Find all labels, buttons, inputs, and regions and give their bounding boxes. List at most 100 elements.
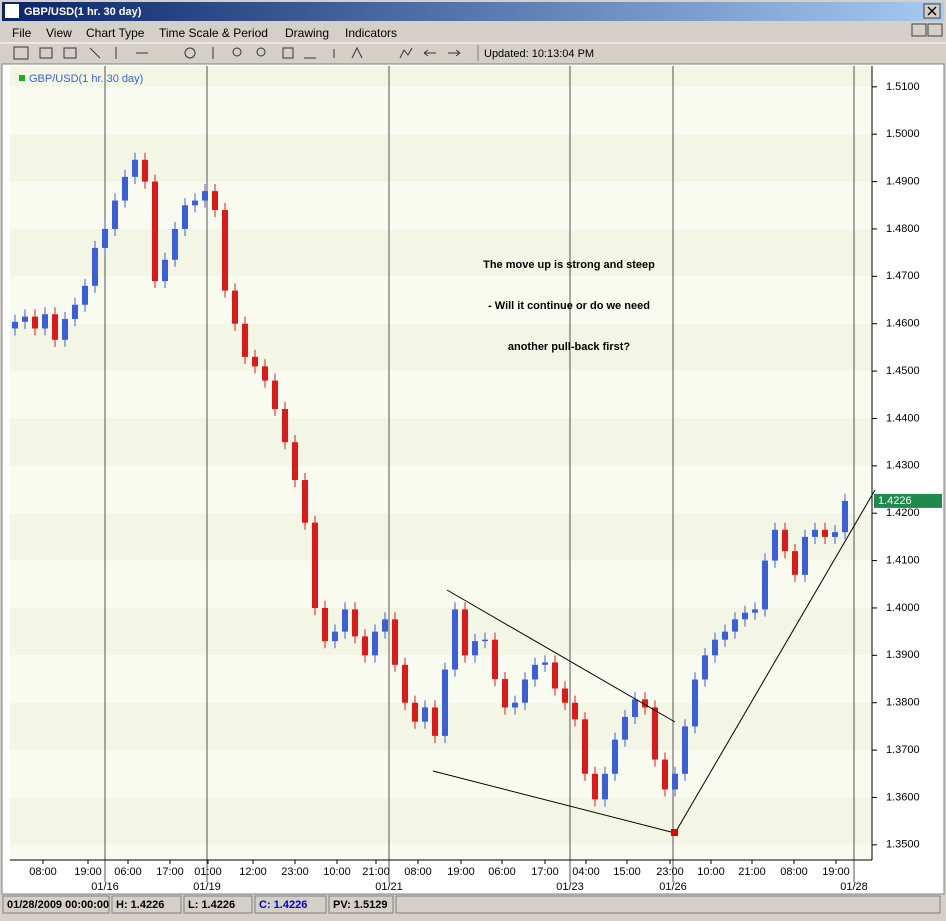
tool-icon[interactable] [448,49,461,57]
candle-body [542,662,548,665]
price-band [10,750,872,798]
y-tick-label: 1.4400 [886,412,920,424]
candle-body [572,702,578,720]
date-label: 01/23 [556,881,584,893]
candle-body [92,247,98,286]
candle-body [792,551,798,575]
x-tick-label: 06:00 [114,866,142,878]
tool-icon[interactable] [282,47,294,59]
x-tick-label: 04:00 [572,866,600,878]
candle-body [282,408,288,443]
candle-body [502,679,508,708]
y-tick-label: 1.3800 [886,697,920,709]
y-tick-label: 1.4500 [886,365,920,377]
y-tick-label: 1.3700 [886,744,920,756]
annotation: - Will it continue or do we need [488,300,650,312]
tool-icon[interactable] [13,46,29,60]
candle-body [662,759,668,790]
tool-icon[interactable] [423,49,436,57]
candle-body [392,619,398,665]
menu-item[interactable]: Chart Type [86,26,145,40]
x-tick-label: 15:00 [613,866,641,878]
menu-bar: File View Chart Type Time Scale & Period Dra… [12,26,397,40]
x-tick-label: 19:00 [447,866,475,878]
price-band [10,465,872,514]
candle-body [222,210,228,291]
y-tick-label: 1.4600 [886,318,920,330]
tool-icon[interactable] [89,47,101,59]
y-tick-label: 1.3600 [886,791,920,803]
tool-icon[interactable] [351,46,363,59]
x-tick-label: 21:00 [362,866,390,878]
candle-body [32,316,38,329]
candle-body [412,702,418,722]
x-tick-label: 01:00 [194,866,222,878]
candle-body [602,773,608,800]
candle-body [242,323,248,357]
price-band [10,513,872,561]
price-band [10,607,872,656]
date-label: 01/26 [659,881,687,893]
candle-body [182,205,188,229]
candle-body [522,679,528,703]
candle-body [22,316,28,322]
y-tick-label: 1.4100 [886,554,920,566]
minimize-button[interactable] [911,23,927,37]
candle-body [822,529,828,537]
price-band [10,86,872,135]
status-field [111,895,182,914]
candle-body [352,609,358,637]
candle-body [772,529,778,561]
menu-item[interactable]: Time Scale & Period [159,26,268,40]
tool-icon[interactable] [39,47,53,59]
tool-icon[interactable] [399,47,413,59]
price-band [10,702,872,751]
candle-body [202,191,208,201]
date-label: 01/21 [375,881,403,893]
status-field [183,895,253,914]
menu-item[interactable]: Indicators [345,26,397,40]
x-tick-label: 17:00 [531,866,559,878]
annotation: The move up is strong and steep [483,259,655,271]
y-tick-label: 1.4700 [886,270,920,282]
candle-body [512,702,518,708]
menu-item[interactable]: View [46,26,72,40]
price-band [10,228,872,277]
tool-icon[interactable] [232,47,242,57]
candle-body [552,662,558,689]
candle-body [462,609,468,656]
candle-body [472,641,478,656]
tool-icon[interactable] [256,47,266,57]
menu-item[interactable]: Drawing [285,26,329,40]
status-field [254,895,327,914]
candle-body [422,707,428,722]
candle-body [232,290,238,324]
candle-body [252,356,258,367]
y-tick-label: 1.5100 [886,81,920,93]
candle-body [782,529,788,552]
restore-button[interactable] [927,23,943,37]
candle-body [372,631,378,656]
y-tick-label: 1.3900 [886,649,920,661]
menu-item[interactable]: File [12,26,32,40]
tool-icon[interactable] [63,47,77,59]
candle-body [592,773,598,800]
toolbar [13,46,461,60]
window-title: GBP/USD(1 hr. 30 day) [24,6,142,18]
status-bar: 01/28/2009 00:00:00 H: 1.4226 L: 1.4226 C: … [2,895,941,914]
status-field [395,895,941,914]
y-tick-label: 1.4800 [886,223,920,235]
candle-body [802,536,808,575]
status-field [328,895,394,914]
y-tick-label: 1.3500 [886,839,920,851]
x-tick-label: 23:00 [656,866,684,878]
candle-body [832,532,838,537]
candle-body [452,609,458,670]
candle-body [732,619,738,632]
candle-body [52,314,58,340]
price-band [10,418,872,466]
tool-icon[interactable] [184,47,196,59]
candle-body [752,609,758,613]
y-tick-label: 1.4200 [886,507,920,519]
candle-body [342,609,348,632]
